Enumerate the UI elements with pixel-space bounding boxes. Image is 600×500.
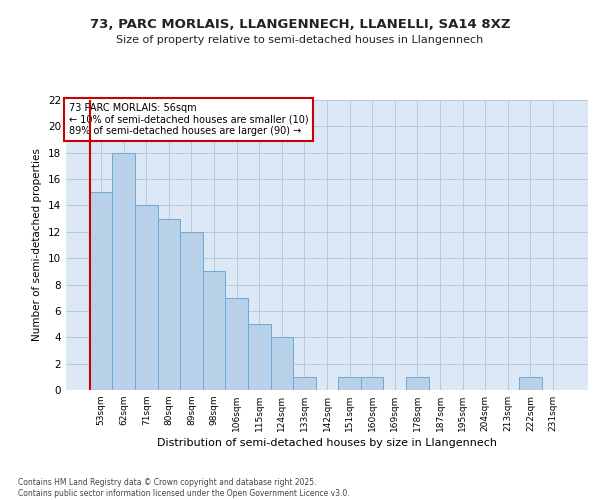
Bar <box>158 218 180 390</box>
Text: Contains HM Land Registry data © Crown copyright and database right 2025.
Contai: Contains HM Land Registry data © Crown c… <box>18 478 350 498</box>
Bar <box>361 377 383 390</box>
Bar <box>226 298 248 390</box>
Bar <box>112 152 135 390</box>
Bar <box>271 338 293 390</box>
Bar <box>248 324 271 390</box>
Bar <box>519 377 542 390</box>
Bar <box>203 272 226 390</box>
Text: 73, PARC MORLAIS, LLANGENNECH, LLANELLI, SA14 8XZ: 73, PARC MORLAIS, LLANGENNECH, LLANELLI,… <box>90 18 510 30</box>
Bar <box>406 377 428 390</box>
Bar <box>293 377 316 390</box>
Bar <box>338 377 361 390</box>
Y-axis label: Number of semi-detached properties: Number of semi-detached properties <box>32 148 43 342</box>
Text: 73 PARC MORLAIS: 56sqm
← 10% of semi-detached houses are smaller (10)
89% of sem: 73 PARC MORLAIS: 56sqm ← 10% of semi-det… <box>68 103 308 136</box>
Bar <box>135 206 158 390</box>
X-axis label: Distribution of semi-detached houses by size in Llangennech: Distribution of semi-detached houses by … <box>157 438 497 448</box>
Bar <box>90 192 112 390</box>
Text: Size of property relative to semi-detached houses in Llangennech: Size of property relative to semi-detach… <box>116 35 484 45</box>
Bar <box>180 232 203 390</box>
